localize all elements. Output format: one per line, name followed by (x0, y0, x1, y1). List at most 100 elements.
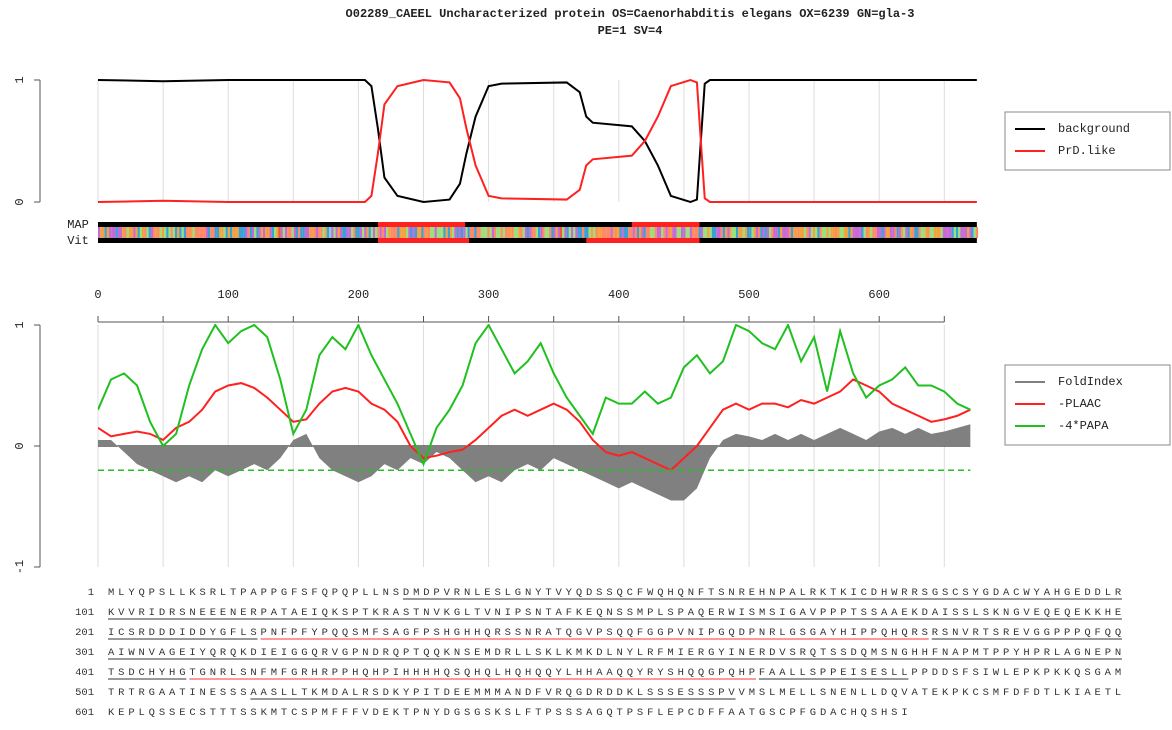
residue-stripe (681, 227, 684, 238)
residue-stripe (340, 227, 343, 238)
track-label: Vit (67, 234, 89, 248)
residue-stripe (663, 227, 666, 238)
x-tick-label: 300 (478, 288, 500, 302)
residue-stripe (731, 227, 734, 238)
residue-stripe (861, 227, 864, 238)
residue-stripe (582, 227, 585, 238)
residue-stripe (953, 227, 957, 238)
residue-stripe (632, 227, 635, 238)
residue-stripe (128, 227, 132, 238)
residue-stripe (223, 227, 226, 238)
residue-stripe (711, 227, 715, 238)
residue-stripe (804, 227, 807, 238)
residue-stripe (883, 227, 886, 238)
residue-stripe (489, 227, 492, 238)
sequence-segment: TGNRLSNFMFGRHRPPHQHPIHHHHQSQHQLHQHQQYLHH… (189, 667, 759, 679)
sequence-segment: DMDPVRNLESLGNYTVYQDSSQCFWQHQNFTSNREHNPAL… (403, 587, 1125, 599)
residue-stripe (670, 227, 673, 238)
residue-stripe (102, 227, 105, 238)
residue-stripe (542, 227, 545, 238)
residue-stripe (480, 227, 484, 238)
residue-stripe (474, 227, 477, 238)
residue-stripe (445, 227, 448, 238)
residue-stripe (762, 227, 765, 238)
residue-stripe (879, 227, 882, 238)
sequence-text: DMDPVRNLESLGNYTVYQDSSQCFWQHQNFTSNREHNPAL… (403, 587, 1125, 599)
residue-stripe (252, 227, 255, 238)
residue-stripe (318, 227, 321, 238)
residue-stripe (564, 227, 567, 238)
residue-stripe (465, 227, 468, 238)
residue-stripe (443, 227, 446, 238)
residue-stripe (874, 227, 877, 238)
residue-stripe (901, 227, 904, 238)
residue-stripe (417, 227, 420, 238)
legend-label: PrD.like (1058, 144, 1116, 158)
residue-stripe (722, 227, 726, 238)
residue-stripe (830, 227, 833, 238)
residue-stripe (815, 227, 818, 238)
residue-stripe (969, 227, 972, 238)
residue-stripe (733, 227, 737, 238)
residue-stripe (549, 227, 552, 238)
residue-stripe (289, 227, 292, 238)
sequence-text: KEPLQSSECSTTTSSKMTCSPMFFFVDEKTPNYDGSGSKS… (108, 707, 912, 719)
residue-stripe (133, 227, 136, 238)
residue-stripe (203, 227, 206, 238)
residue-stripe (399, 227, 402, 238)
residue-stripe (700, 227, 704, 238)
residue-stripe (375, 227, 378, 238)
residue-stripe (634, 227, 638, 238)
residue-stripe (179, 227, 182, 238)
residue-stripe (665, 227, 668, 238)
y-tick-label: 1 (13, 321, 27, 328)
residue-stripe (208, 227, 211, 238)
sequence-segment: FAALLSPPEISESLL (759, 667, 912, 679)
y-tick-label: -1 (13, 560, 27, 574)
residue-stripe (645, 227, 649, 238)
residue-stripe (617, 227, 620, 238)
residue-stripe (188, 227, 191, 238)
line (97, 78, 977, 203)
residue-stripe (560, 227, 563, 238)
residue-stripe (98, 227, 101, 238)
residue-stripe (472, 227, 475, 238)
residue-stripe (865, 227, 869, 238)
residue-stripe (520, 227, 523, 238)
residue-stripe (390, 227, 393, 238)
sequence-text: TRTRGAATINESSS (108, 687, 250, 699)
residue-stripe (469, 227, 473, 238)
residue-stripe (696, 227, 699, 238)
residue-stripe (947, 227, 950, 238)
residue-stripe (771, 227, 774, 238)
residue-stripe (852, 227, 855, 238)
residue-stripe (714, 227, 717, 238)
residue-stripe (656, 227, 660, 238)
residue-stripe (593, 227, 596, 238)
residue-stripe (265, 227, 268, 238)
sequence-text: PPDDSFSIWLEPKPKKQSGAM (911, 667, 1125, 679)
residue-stripe (137, 227, 140, 238)
residue-stripe (586, 227, 589, 238)
residue-stripe (344, 227, 347, 238)
residue-stripe (267, 227, 270, 238)
residue-stripe (298, 227, 301, 238)
sequence-number: 601 (75, 707, 94, 719)
residue-stripe (689, 227, 693, 238)
residue-stripe (529, 227, 532, 238)
residue-stripe (454, 227, 457, 238)
residue-stripe (775, 227, 778, 238)
residue-stripe (610, 227, 613, 238)
residue-stripe (249, 227, 253, 238)
residue-stripe (491, 227, 495, 238)
residue-stripe (527, 227, 530, 238)
residue-stripe (643, 227, 646, 238)
residue-stripe (621, 227, 624, 238)
residue-stripe (243, 227, 246, 238)
track-bar (98, 222, 977, 227)
residue-stripe (661, 227, 664, 238)
residue-stripe (960, 227, 963, 238)
track-region (586, 238, 700, 243)
residue-stripe (769, 227, 772, 238)
